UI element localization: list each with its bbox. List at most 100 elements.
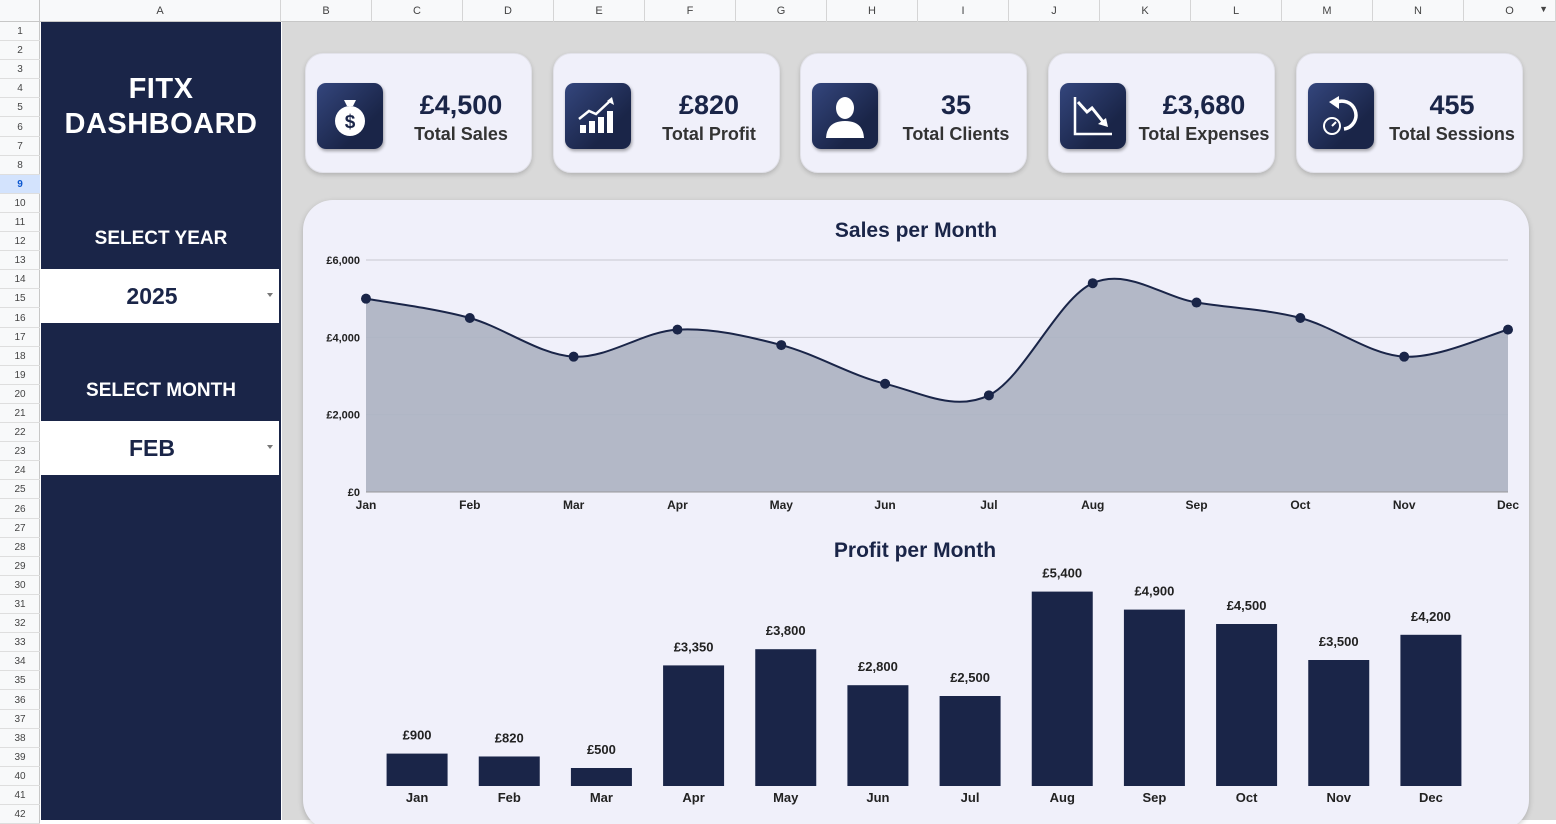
row-header-bar: 1 2 3 4 5 6 7 8 9 10 11 12 13 14 15 16 17 18 19 20 21 22 23 24 2… [0,22,40,824]
row-header-14[interactable]: 14 [0,270,40,290]
sales-point-aug [1087,278,1098,289]
row-header-6[interactable]: 6 [0,118,40,137]
profit-data-label: £2,800 [858,659,898,674]
row-header-10[interactable]: 10 [0,194,40,213]
profit-x-tick-label: Nov [1326,790,1351,805]
title-line-1: FITX [128,73,194,105]
row-header-13[interactable]: 13 [0,251,40,271]
sales-y-tick-label: £2,000 [326,410,360,422]
row-header-5[interactable]: 5 [0,98,40,118]
sales-point-dec [1503,324,1513,335]
select-year-label: SELECT YEAR [94,228,228,249]
profit-bar-jul [939,696,1001,786]
kpi-value: 455 [1429,90,1475,120]
sales-chart-title: Sales per Month [835,219,997,242]
column-header-i[interactable]: I [918,0,1009,22]
row-header-35[interactable]: 35 [0,671,40,691]
row-header-17[interactable]: 17 [0,328,40,347]
sales-x-tick-label: Feb [459,498,480,512]
column-header-f[interactable]: F [645,0,736,22]
profit-data-label: £2,500 [950,670,990,685]
month-dropdown[interactable]: FEB [41,421,279,475]
row-header-30[interactable]: 30 [0,576,40,595]
column-header-a[interactable]: A [40,0,281,22]
row-header-18[interactable]: 18 [0,347,40,366]
row-header-32[interactable]: 32 [0,614,40,634]
sales-x-tick-label: Jan [356,498,377,512]
row-header-22[interactable]: 22 [0,423,40,443]
kpi-value: £3,680 [1162,90,1246,120]
year-dropdown[interactable]: 2025 [41,269,279,323]
sales-x-tick-label: Oct [1290,498,1310,512]
scroll-right-arrow-icon[interactable]: ▼ [1539,4,1548,14]
kpi-value: 35 [940,90,972,120]
row-header-27[interactable]: 27 [0,519,40,538]
profit-bar-sep [1123,609,1185,786]
row-header-36[interactable]: 36 [0,691,40,710]
column-header-h[interactable]: H [827,0,918,22]
dropdown-caret-icon[interactable] [267,293,273,297]
sales-point-nov [1399,351,1410,362]
row-header-2[interactable]: 2 [0,41,40,61]
row-header-31[interactable]: 31 [0,595,40,615]
column-header-d[interactable]: D [463,0,554,22]
kpi-value: £820 [678,90,740,120]
row-header-20[interactable]: 20 [0,385,40,404]
column-header-k[interactable]: K [1100,0,1191,22]
row-header-16[interactable]: 16 [0,309,40,328]
dashboard-main: $ £4,500 Total Sales £820 Total Profit [282,22,1556,824]
sales-point-jul [983,390,994,401]
profit-bar-mar [570,768,632,786]
row-header-1[interactable]: 1 [0,22,40,42]
svg-text:$: $ [345,112,356,133]
row-header-21[interactable]: 21 [0,404,40,424]
growth-chart-icon [565,83,631,149]
kpi-card-total-sessions: 455 Total Sessions [1296,53,1523,173]
row-header-4[interactable]: 4 [0,79,40,99]
profit-data-label: £820 [495,730,524,745]
row-header-15[interactable]: 15 [0,289,40,309]
column-header-g[interactable]: G [736,0,827,22]
sales-point-sep [1191,297,1202,308]
profit-bar-jun [847,685,909,786]
row-header-26[interactable]: 26 [0,500,40,519]
row-header-12[interactable]: 12 [0,232,40,252]
profit-data-label: £4,200 [1411,609,1451,624]
row-header-40[interactable]: 40 [0,767,40,786]
kpi-label: Total Clients [902,124,1010,144]
column-header-l[interactable]: L [1191,0,1282,22]
column-header-e[interactable]: E [554,0,645,22]
kpi-value: £4,500 [419,90,503,120]
row-header-38[interactable]: 38 [0,729,40,748]
row-header-23[interactable]: 23 [0,442,40,462]
column-header-b[interactable]: B [281,0,372,22]
row-header-34[interactable]: 34 [0,652,40,672]
row-header-3[interactable]: 3 [0,60,40,80]
profit-data-label: £4,900 [1135,584,1175,599]
sales-point-oct [1295,313,1306,323]
select-all-corner[interactable] [0,0,40,22]
declining-chart-icon [1060,83,1126,149]
row-header-25[interactable]: 25 [0,480,40,500]
row-header-41[interactable]: 41 [0,786,40,806]
column-header-m[interactable]: M [1282,0,1373,22]
row-header-37[interactable]: 37 [0,710,40,729]
sales-series-line [365,277,1509,403]
row-header-9[interactable]: 9 [0,174,40,194]
dropdown-caret-icon[interactable] [267,445,273,449]
column-header-j[interactable]: J [1009,0,1100,22]
row-header-7[interactable]: 7 [0,137,40,156]
row-header-42[interactable]: 42 [0,805,40,824]
row-header-39[interactable]: 39 [0,748,40,767]
row-header-11[interactable]: 11 [0,213,40,233]
column-header-n[interactable]: N [1373,0,1464,22]
row-header-29[interactable]: 29 [0,557,40,576]
row-header-24[interactable]: 24 [0,461,40,481]
profit-data-label: £5,400 [1042,566,1082,581]
row-header-28[interactable]: 28 [0,538,40,557]
row-header-8[interactable]: 8 [0,156,40,175]
row-header-33[interactable]: 33 [0,633,40,653]
row-header-19[interactable]: 19 [0,366,40,385]
sales-y-tick-label: £4,000 [326,332,360,344]
column-header-c[interactable]: C [372,0,463,22]
